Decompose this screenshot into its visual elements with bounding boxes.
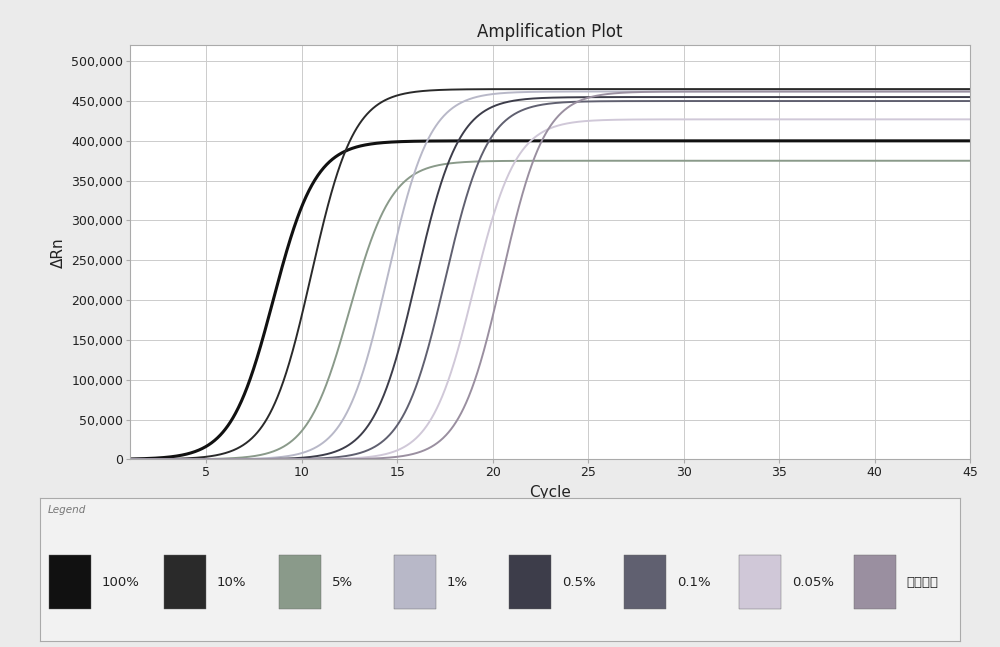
FancyBboxPatch shape bbox=[509, 555, 551, 609]
X-axis label: Cycle: Cycle bbox=[529, 485, 571, 500]
Text: 0.05%: 0.05% bbox=[792, 576, 834, 589]
Text: 5%: 5% bbox=[332, 576, 353, 589]
FancyBboxPatch shape bbox=[164, 555, 206, 609]
Text: 100%: 100% bbox=[102, 576, 140, 589]
FancyBboxPatch shape bbox=[279, 555, 321, 609]
FancyBboxPatch shape bbox=[854, 555, 896, 609]
Text: 0.1%: 0.1% bbox=[677, 576, 710, 589]
Y-axis label: ΔRn: ΔRn bbox=[50, 237, 66, 268]
FancyBboxPatch shape bbox=[624, 555, 666, 609]
FancyBboxPatch shape bbox=[394, 555, 436, 609]
Text: 10%: 10% bbox=[217, 576, 246, 589]
Text: 1%: 1% bbox=[447, 576, 468, 589]
Text: 阴性对照: 阴性对照 bbox=[907, 576, 939, 589]
Title: Amplification Plot: Amplification Plot bbox=[477, 23, 623, 41]
FancyBboxPatch shape bbox=[49, 555, 91, 609]
FancyBboxPatch shape bbox=[739, 555, 781, 609]
Text: Legend: Legend bbox=[47, 505, 86, 515]
Text: 0.5%: 0.5% bbox=[562, 576, 595, 589]
